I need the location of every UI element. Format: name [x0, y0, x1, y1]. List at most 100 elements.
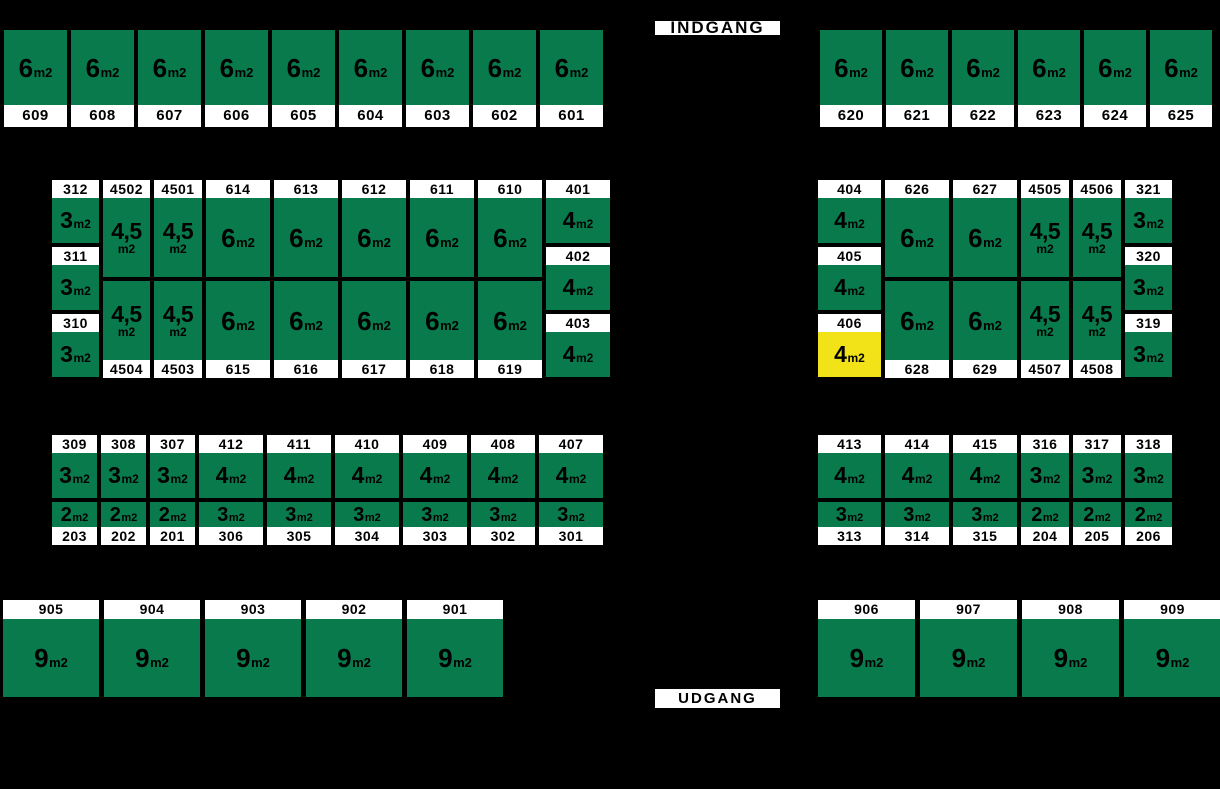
unit-size: 3 m2 — [403, 502, 467, 527]
unit-403[interactable]: 403 4 m2 — [546, 314, 610, 377]
unit-317[interactable]: 317 3 m2 — [1073, 435, 1121, 498]
unit-619[interactable]: 6 m2 619 — [478, 281, 542, 378]
unit-901[interactable]: 901 9 m2 — [407, 600, 503, 697]
unit-4503[interactable]: 4,5 m2 4503 — [154, 281, 202, 378]
unit-205[interactable]: 2 m2 205 — [1073, 502, 1121, 545]
unit-623[interactable]: 6 m2 623 — [1018, 30, 1080, 127]
unit-309[interactable]: 309 3 m2 — [52, 435, 97, 498]
unit-305[interactable]: 3 m2 305 — [267, 502, 331, 545]
unit-4505[interactable]: 4505 4,5 m2 — [1021, 180, 1069, 277]
unit-415[interactable]: 415 4 m2 — [953, 435, 1017, 498]
unit-number: 309 — [52, 435, 97, 453]
unit-902[interactable]: 902 9 m2 — [306, 600, 402, 697]
unit-302[interactable]: 3 m2 302 — [471, 502, 535, 545]
unit-number: 4503 — [154, 360, 202, 378]
unit-405[interactable]: 405 4 m2 — [818, 247, 881, 310]
unit-number: 606 — [205, 105, 268, 127]
unit-314[interactable]: 3 m2 314 — [885, 502, 949, 545]
unit-number: 902 — [306, 600, 402, 619]
unit-609[interactable]: 6 m2 609 — [4, 30, 67, 127]
unit-604[interactable]: 6 m2 604 — [339, 30, 402, 127]
unit-315[interactable]: 3 m2 315 — [953, 502, 1017, 545]
unit-607[interactable]: 6 m2 607 — [138, 30, 201, 127]
unit-621[interactable]: 6 m2 621 — [886, 30, 948, 127]
unit-206[interactable]: 2 m2 206 — [1125, 502, 1172, 545]
unit-629[interactable]: 6 m2 629 — [953, 281, 1017, 378]
unit-610[interactable]: 610 6 m2 — [478, 180, 542, 277]
unit-627[interactable]: 627 6 m2 — [953, 180, 1017, 277]
unit-319[interactable]: 319 3 m2 — [1125, 314, 1172, 377]
unit-408[interactable]: 408 4 m2 — [471, 435, 535, 498]
unit-313[interactable]: 3 m2 313 — [818, 502, 881, 545]
unit-307[interactable]: 307 3 m2 — [150, 435, 195, 498]
unit-number: 319 — [1125, 314, 1172, 332]
unit-412[interactable]: 412 4 m2 — [199, 435, 263, 498]
unit-615[interactable]: 6 m2 615 — [206, 281, 270, 378]
unit-4504[interactable]: 4,5 m2 4504 — [103, 281, 150, 378]
unit-606[interactable]: 6 m2 606 — [205, 30, 268, 127]
unit-301[interactable]: 3 m2 301 — [539, 502, 603, 545]
unit-611[interactable]: 611 6 m2 — [410, 180, 474, 277]
unit-4502[interactable]: 4502 4,5 m2 — [103, 180, 150, 277]
unit-number: 412 — [199, 435, 263, 453]
unit-406[interactable]: 406 4 m2 — [818, 314, 881, 377]
unit-908[interactable]: 908 9 m2 — [1022, 600, 1119, 697]
unit-622[interactable]: 6 m2 622 — [952, 30, 1014, 127]
unit-616[interactable]: 6 m2 616 — [274, 281, 338, 378]
unit-4501[interactable]: 4501 4,5 m2 — [154, 180, 202, 277]
unit-626[interactable]: 626 6 m2 — [885, 180, 949, 277]
unit-number: 604 — [339, 105, 402, 127]
unit-312[interactable]: 312 3 m2 — [52, 180, 99, 243]
unit-410[interactable]: 410 4 m2 — [335, 435, 399, 498]
unit-620[interactable]: 6 m2 620 — [820, 30, 882, 127]
unit-414[interactable]: 414 4 m2 — [885, 435, 949, 498]
unit-906[interactable]: 906 9 m2 — [818, 600, 915, 697]
unit-909[interactable]: 909 9 m2 — [1124, 600, 1220, 697]
unit-618[interactable]: 6 m2 618 — [410, 281, 474, 378]
unit-605[interactable]: 6 m2 605 — [272, 30, 335, 127]
unit-603[interactable]: 6 m2 603 — [406, 30, 469, 127]
unit-409[interactable]: 409 4 m2 — [403, 435, 467, 498]
unit-411[interactable]: 411 4 m2 — [267, 435, 331, 498]
unit-413[interactable]: 413 4 m2 — [818, 435, 881, 498]
unit-204[interactable]: 2 m2 204 — [1021, 502, 1069, 545]
unit-907[interactable]: 907 9 m2 — [920, 600, 1017, 697]
unit-203[interactable]: 2 m2 203 — [52, 502, 97, 545]
unit-4508[interactable]: 4,5 m2 4508 — [1073, 281, 1121, 378]
unit-613[interactable]: 613 6 m2 — [274, 180, 338, 277]
unit-903[interactable]: 903 9 m2 — [205, 600, 301, 697]
unit-304[interactable]: 3 m2 304 — [335, 502, 399, 545]
unit-310[interactable]: 310 3 m2 — [52, 314, 99, 377]
unit-306[interactable]: 3 m2 306 — [199, 502, 263, 545]
unit-number: 626 — [885, 180, 949, 198]
unit-4506[interactable]: 4506 4,5 m2 — [1073, 180, 1121, 277]
unit-308[interactable]: 308 3 m2 — [101, 435, 146, 498]
unit-number: 901 — [407, 600, 503, 619]
unit-316[interactable]: 316 3 m2 — [1021, 435, 1069, 498]
unit-321[interactable]: 321 3 m2 — [1125, 180, 1172, 243]
unit-318[interactable]: 318 3 m2 — [1125, 435, 1172, 498]
unit-402[interactable]: 402 4 m2 — [546, 247, 610, 310]
unit-404[interactable]: 404 4 m2 — [818, 180, 881, 243]
unit-311[interactable]: 311 3 m2 — [52, 247, 99, 310]
unit-4507[interactable]: 4,5 m2 4507 — [1021, 281, 1069, 378]
unit-202[interactable]: 2 m2 202 — [101, 502, 146, 545]
unit-size: 4 m2 — [818, 265, 881, 310]
unit-608[interactable]: 6 m2 608 — [71, 30, 134, 127]
unit-320[interactable]: 320 3 m2 — [1125, 247, 1172, 310]
unit-624[interactable]: 6 m2 624 — [1084, 30, 1146, 127]
unit-905[interactable]: 905 9 m2 — [3, 600, 99, 697]
unit-401[interactable]: 401 4 m2 — [546, 180, 610, 243]
unit-625[interactable]: 6 m2 625 — [1150, 30, 1212, 127]
unit-628[interactable]: 6 m2 628 — [885, 281, 949, 378]
unit-size: 4 m2 — [267, 453, 331, 498]
unit-303[interactable]: 3 m2 303 — [403, 502, 467, 545]
unit-201[interactable]: 2 m2 201 — [150, 502, 195, 545]
unit-407[interactable]: 407 4 m2 — [539, 435, 603, 498]
unit-614[interactable]: 614 6 m2 — [206, 180, 270, 277]
unit-612[interactable]: 612 6 m2 — [342, 180, 406, 277]
unit-602[interactable]: 6 m2 602 — [473, 30, 536, 127]
unit-601[interactable]: 6 m2 601 — [540, 30, 603, 127]
unit-617[interactable]: 6 m2 617 — [342, 281, 406, 378]
unit-904[interactable]: 904 9 m2 — [104, 600, 200, 697]
